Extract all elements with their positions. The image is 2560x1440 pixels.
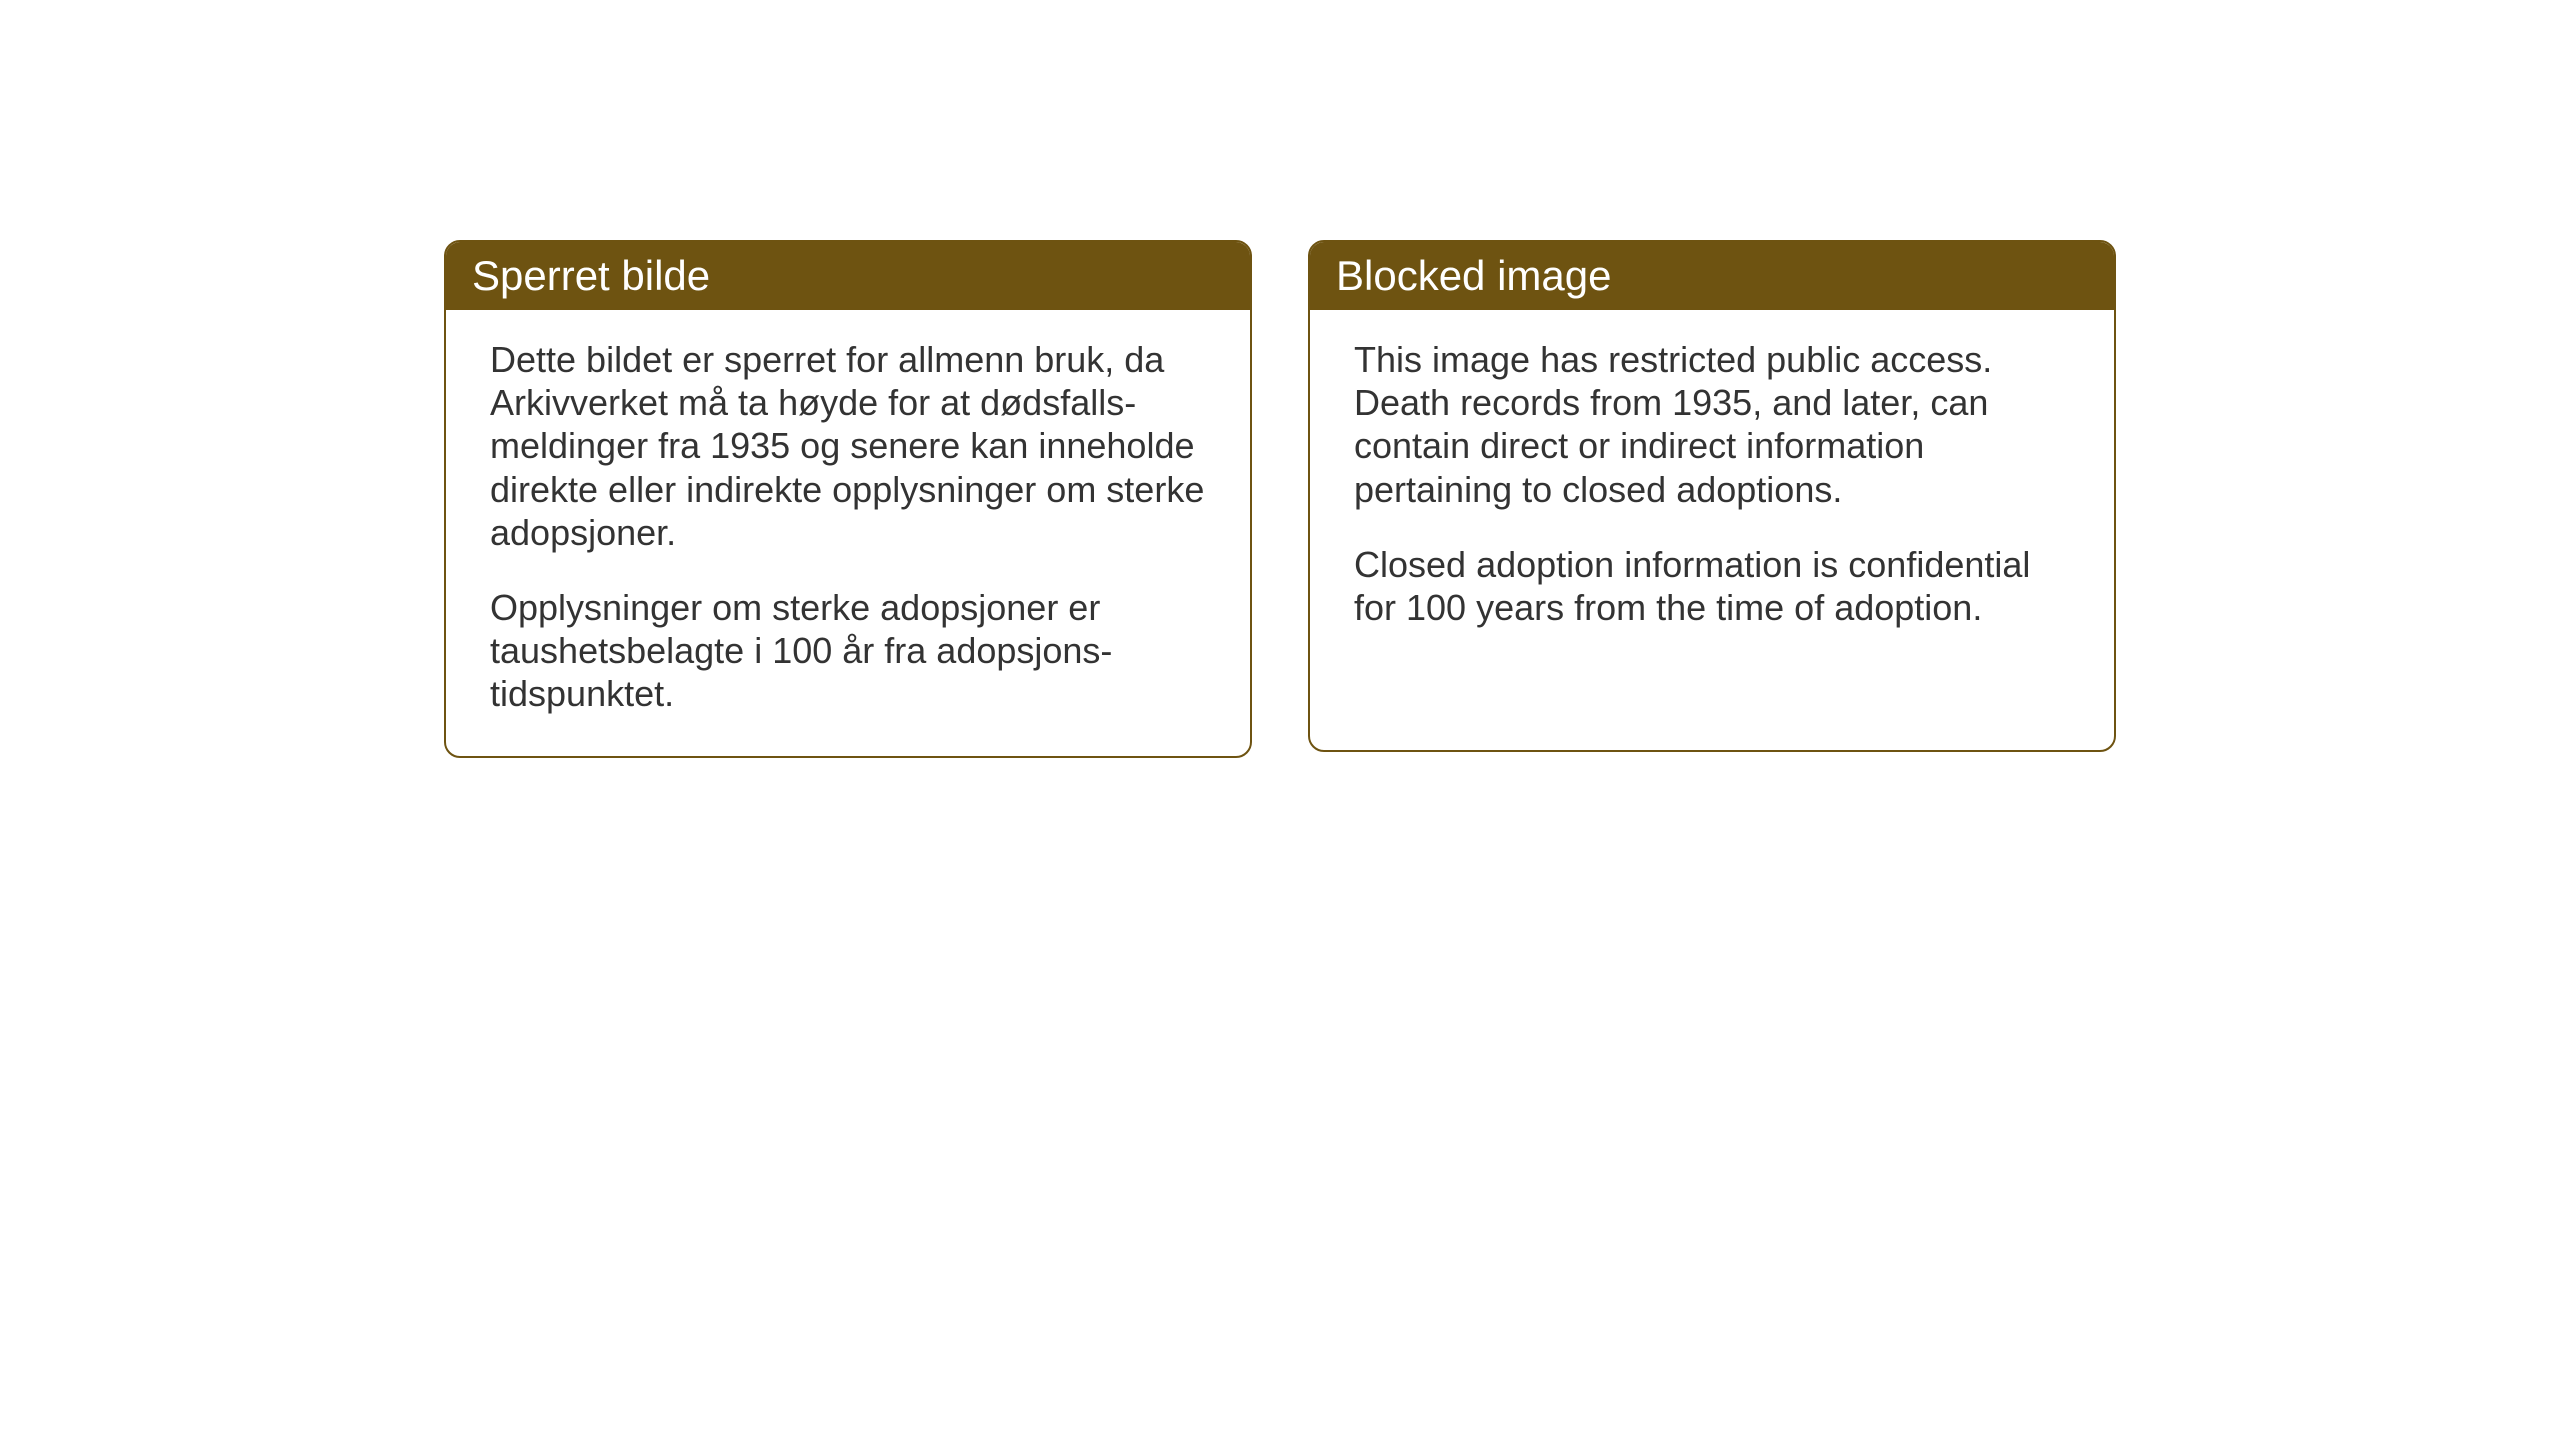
card-header-norwegian: Sperret bilde (446, 242, 1250, 310)
paragraph-english-2: Closed adoption information is confident… (1354, 543, 2070, 629)
notice-card-norwegian: Sperret bilde Dette bildet er sperret fo… (444, 240, 1252, 758)
card-header-english: Blocked image (1310, 242, 2114, 310)
card-title-norwegian: Sperret bilde (472, 252, 710, 299)
paragraph-norwegian-1: Dette bildet er sperret for allmenn bruk… (490, 338, 1206, 554)
card-body-english: This image has restricted public access.… (1310, 310, 2114, 669)
paragraph-english-1: This image has restricted public access.… (1354, 338, 2070, 511)
notice-container: Sperret bilde Dette bildet er sperret fo… (444, 240, 2116, 758)
paragraph-norwegian-2: Opplysninger om sterke adopsjoner er tau… (490, 586, 1206, 716)
card-title-english: Blocked image (1336, 252, 1611, 299)
notice-card-english: Blocked image This image has restricted … (1308, 240, 2116, 752)
card-body-norwegian: Dette bildet er sperret for allmenn bruk… (446, 310, 1250, 756)
